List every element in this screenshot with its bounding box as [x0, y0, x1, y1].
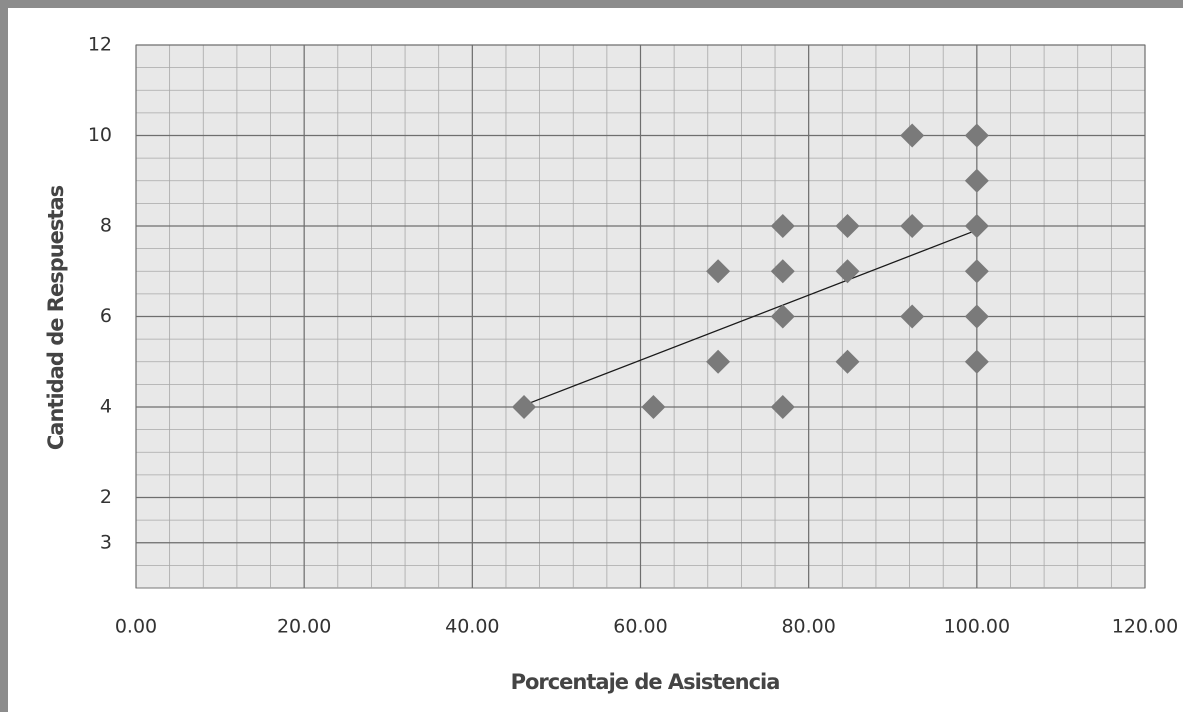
x-tick-label: 80.00: [781, 616, 835, 638]
y-tick-label: 3: [100, 531, 112, 553]
y-tick-label: 6: [100, 305, 112, 327]
x-tick-label: 20.00: [277, 616, 331, 638]
point: [770, 395, 795, 419]
y-axis-title: Cantidad de Respuestas: [44, 185, 68, 450]
y-tick-label: 4: [100, 396, 112, 418]
point: [900, 214, 925, 238]
point: [964, 304, 989, 329]
point: [964, 349, 989, 374]
y-tick-label: 10: [88, 124, 112, 146]
y-tick-label: 8: [100, 215, 112, 237]
x-tick-label: 120.00: [1112, 616, 1178, 638]
x-tick-label: 40.00: [445, 616, 499, 638]
point: [900, 304, 925, 329]
point: [706, 259, 731, 284]
point: [706, 349, 731, 374]
point: [835, 349, 860, 374]
x-tick-label: 60.00: [613, 616, 667, 638]
y-tick-label: 12: [88, 34, 112, 56]
y-tick-label: 2: [100, 486, 112, 508]
point: [964, 168, 989, 193]
trendline: [523, 229, 978, 406]
point: [900, 123, 925, 148]
point: [835, 214, 860, 238]
point: [835, 259, 860, 284]
point: [964, 259, 989, 284]
point: [770, 304, 795, 329]
point: [964, 214, 989, 238]
x-tick-label: 100.00: [944, 616, 1010, 638]
point: [770, 214, 795, 238]
x-tick-label: 0.00: [115, 616, 157, 638]
point: [512, 395, 537, 419]
x-axis-title: Porcentaje de Asistencia: [511, 670, 780, 694]
point: [964, 123, 989, 148]
point: [641, 395, 666, 419]
point: [770, 259, 795, 284]
